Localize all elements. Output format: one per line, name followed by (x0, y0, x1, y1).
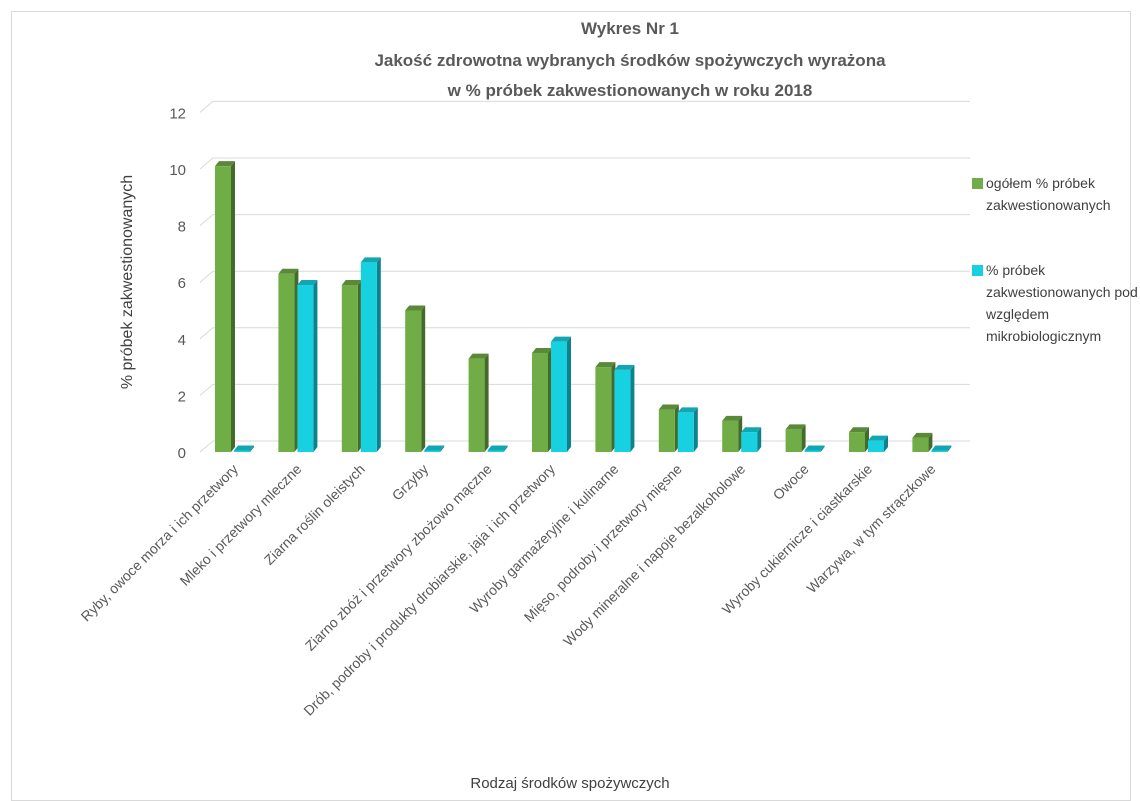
bar-top (487, 445, 508, 451)
bar-mikrobiologiczne (487, 450, 504, 452)
bar-mikrobiologiczne (614, 369, 631, 452)
bar-top (360, 257, 381, 263)
legend-label-ogolem: ogółem % próbek zakwestionowanych (986, 175, 1111, 213)
gridline (199, 440, 970, 453)
bar-side (250, 445, 254, 452)
y-tick-label: 6 (178, 275, 186, 292)
bar-top (278, 268, 299, 274)
y-tick-label: 12 (169, 105, 186, 122)
bar-mikrobiologiczne (360, 262, 377, 452)
y-tick-label: 0 (178, 445, 186, 462)
gridline (199, 270, 970, 283)
bar-ogolem (468, 358, 485, 452)
bar-top (804, 445, 825, 451)
bar-side (231, 161, 235, 453)
x-tick-label: Grzyby (389, 461, 432, 504)
bar-side (820, 445, 825, 452)
bar-ogolem (912, 437, 929, 452)
bar-ogolem (215, 166, 231, 453)
bar-ogolem (658, 409, 675, 452)
bar-side (757, 427, 762, 452)
y-tick-label: 8 (178, 219, 186, 236)
gridline (199, 214, 970, 226)
bar-top (868, 435, 888, 441)
bar-top (785, 424, 806, 430)
bar-ogolem (341, 285, 358, 452)
bar-ogolem (532, 352, 548, 452)
bar-side (313, 280, 318, 452)
bar-mikrobiologiczne (234, 450, 250, 452)
bar-ogolem (722, 420, 739, 452)
x-tick-label: Owoce (770, 461, 812, 503)
x-tick-label: Mleko i przetwory mleczne (177, 461, 305, 589)
chart-subtitle-line1: Jakość zdrowotna wybranych środków spoży… (374, 51, 886, 70)
bar-top (405, 305, 426, 311)
bar-top (658, 404, 679, 410)
bar-side (947, 445, 952, 452)
bar-mikrobiologiczne (551, 341, 567, 452)
gridline (199, 383, 970, 396)
bar-top (614, 364, 635, 370)
y-tick-label: 2 (178, 388, 186, 405)
y-axis-label: % próbek zakwestionowanych (119, 174, 136, 390)
bar-top (595, 362, 616, 368)
bar-top (931, 445, 952, 451)
bar-side (801, 424, 806, 452)
bar-ogolem (405, 310, 422, 452)
y-tick-label: 4 (178, 332, 186, 349)
bar-top (912, 432, 933, 438)
bar-side (376, 257, 381, 452)
bar-ogolem (278, 273, 295, 452)
bar-top (849, 427, 869, 433)
legend-swatch-green (972, 178, 983, 189)
bar-mikrobiologiczne (297, 285, 314, 452)
bar-side (503, 445, 508, 452)
bar-side (693, 407, 698, 452)
bar-side (440, 445, 445, 452)
bar-side (928, 432, 933, 452)
bar-side (567, 336, 571, 452)
chart-subtitle-line2: w % próbek zakwestionowanych w roku 2018 (447, 81, 813, 100)
bar-mikrobiologiczne (868, 440, 884, 452)
bar-ogolem (849, 432, 865, 452)
bar-top (677, 407, 698, 413)
bar-mikrobiologiczne (804, 450, 821, 452)
bar-side (421, 305, 426, 452)
x-axis-label: Rodzaj środków spożywczych (470, 775, 670, 792)
bar-top (532, 347, 552, 353)
gridline (199, 157, 970, 170)
bar-top (341, 280, 362, 286)
y-tick-label: 10 (169, 162, 186, 179)
gridline (199, 100, 970, 113)
bar-mikrobiologiczne (741, 432, 758, 452)
bar-mikrobiologiczne (677, 412, 694, 452)
bar-top (234, 445, 254, 451)
bar-ogolem (595, 367, 612, 452)
bar-mikrobiologiczne (931, 450, 948, 452)
bar-top (722, 415, 743, 421)
x-tick-label: Warzywa, w tym strączkowe (803, 461, 938, 596)
bar-top (741, 427, 762, 433)
bar-top (551, 336, 571, 342)
bar-ogolem (785, 429, 802, 452)
gridline (199, 327, 970, 340)
bar-top (297, 280, 318, 286)
bar-side (884, 435, 888, 452)
bar-side (630, 364, 635, 452)
bar-top (215, 161, 235, 167)
legend-label-mikrobiologiczne: % próbek zakwestionowanych pod względem … (986, 262, 1138, 344)
bar-mikrobiologiczne (424, 450, 441, 452)
bar-top (468, 353, 489, 359)
bar-side (484, 353, 489, 452)
chart-title: Wykres Nr 1 (581, 19, 679, 38)
legend-swatch-cyan (972, 265, 983, 276)
bar-top (424, 445, 445, 451)
